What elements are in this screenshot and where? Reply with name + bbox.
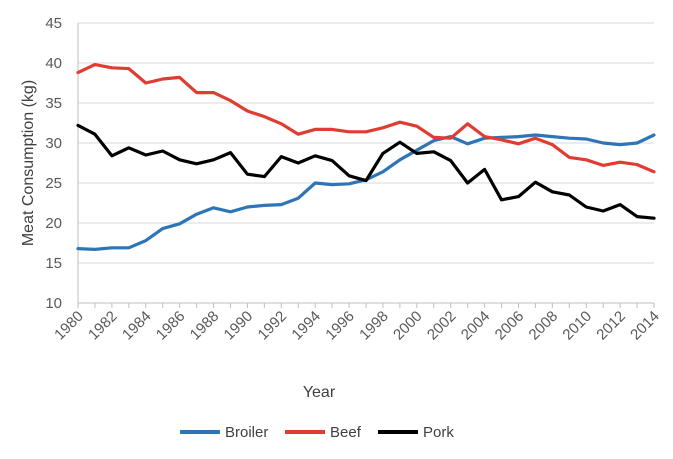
y-tick-label: 30 [45, 135, 62, 152]
x-tick-labels: 1980198219841986198819901992199419961998… [51, 308, 663, 344]
y-tick-label: 10 [45, 295, 62, 312]
y-tick-label: 20 [45, 215, 62, 232]
x-tick-label: 2008 [526, 308, 562, 344]
series-lines [76, 62, 656, 251]
series-line-pork [76, 123, 656, 220]
x-tick-label: 1994 [288, 308, 324, 344]
x-axis-title: Year [303, 384, 336, 401]
x-tick-label: 2006 [492, 308, 528, 344]
x-tick-label: 2000 [390, 308, 426, 344]
legend: Broiler Beef Pork [180, 424, 454, 441]
x-tick-label: 1996 [322, 308, 358, 344]
y-tick-label: 40 [45, 55, 62, 72]
y-tick-label: 25 [45, 175, 62, 192]
x-tick-label: 1984 [119, 308, 155, 344]
x-tick-label: 1986 [153, 308, 189, 344]
x-tick-label: 2004 [458, 308, 494, 344]
x-tick-label: 1980 [51, 308, 87, 344]
legend-item-beef: Beef [285, 424, 362, 441]
x-tick-label: 1992 [255, 308, 291, 344]
legend-label-beef: Beef [330, 424, 362, 441]
y-tick-labels: 10 15 20 25 30 35 40 45 [45, 15, 62, 312]
legend-label-pork: Pork [423, 424, 454, 441]
legend-label-broiler: Broiler [225, 424, 268, 441]
y-tick-label: 35 [45, 95, 62, 112]
x-tick-label: 1998 [356, 308, 392, 344]
x-tick-label: 2002 [424, 308, 460, 344]
axes [77, 23, 655, 308]
series-line-beef [76, 62, 656, 174]
x-tick-label: 1988 [187, 308, 223, 344]
legend-item-pork: Pork [378, 424, 454, 441]
x-tick-label: 1982 [85, 308, 121, 344]
y-tick-label: 15 [45, 255, 62, 272]
x-tick-label: 2014 [627, 308, 663, 344]
y-tick-label: 45 [45, 15, 62, 32]
gridlines [78, 22, 654, 264]
x-tick-label: 1990 [221, 308, 257, 344]
y-axis-title: Meat Consumption (kg) [20, 80, 37, 246]
x-tick-label: 2012 [593, 308, 629, 344]
legend-item-broiler: Broiler [180, 424, 268, 441]
x-tick-label: 2010 [559, 308, 595, 344]
